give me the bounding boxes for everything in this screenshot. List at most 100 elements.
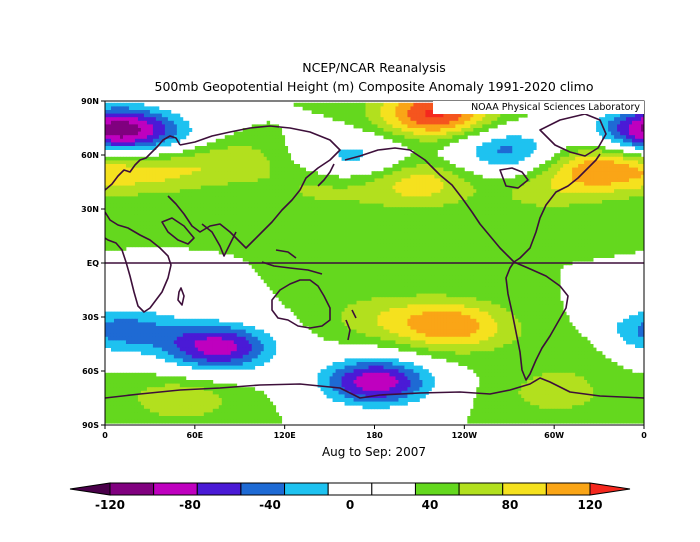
anomaly-cell bbox=[236, 221, 241, 226]
anomaly-cell bbox=[116, 214, 121, 219]
anomaly-cell bbox=[386, 228, 390, 233]
anomaly-cell bbox=[437, 113, 441, 118]
anomaly-cell bbox=[254, 200, 259, 204]
anomaly-cell bbox=[506, 185, 510, 190]
anomaly-cell bbox=[398, 110, 402, 114]
anomaly-cell bbox=[197, 146, 202, 150]
anomaly-cell bbox=[290, 174, 295, 179]
anomaly-cell bbox=[254, 160, 259, 165]
anomaly-cell bbox=[323, 214, 327, 219]
anomaly-cell bbox=[239, 214, 244, 219]
anomaly-cell bbox=[500, 113, 504, 118]
anomaly-cell bbox=[464, 124, 468, 129]
anomaly-cell bbox=[542, 185, 546, 190]
anomaly-cell bbox=[245, 135, 250, 140]
anomaly-cell bbox=[119, 185, 124, 190]
anomaly-cell bbox=[251, 214, 256, 219]
anomaly-cell bbox=[302, 200, 307, 204]
anomaly-cell bbox=[518, 156, 522, 161]
anomaly-cell bbox=[347, 200, 351, 204]
anomaly-cell bbox=[260, 189, 265, 194]
anomaly-cell bbox=[227, 171, 232, 176]
anomaly-cell bbox=[428, 218, 432, 222]
anomaly-cell bbox=[389, 124, 393, 129]
anomaly-cell bbox=[119, 178, 124, 183]
anomaly-cell bbox=[410, 142, 414, 147]
anomaly-cell bbox=[605, 218, 609, 222]
anomaly-cell bbox=[407, 131, 411, 136]
anomaly-cell bbox=[239, 207, 244, 212]
anomaly-cell bbox=[188, 128, 193, 132]
anomaly-cell bbox=[422, 182, 426, 186]
anomaly-cell bbox=[131, 128, 136, 132]
anomaly-cell bbox=[377, 110, 381, 114]
anomaly-cell bbox=[119, 167, 124, 172]
anomaly-cell bbox=[131, 124, 136, 129]
anomaly-cell bbox=[482, 210, 486, 215]
anomaly-cell bbox=[203, 182, 208, 186]
anomaly-cell bbox=[491, 138, 495, 143]
anomaly-cell bbox=[248, 160, 253, 165]
anomaly-cell bbox=[239, 174, 244, 179]
anomaly-cell bbox=[626, 153, 630, 158]
anomaly-cell bbox=[146, 200, 151, 204]
anomaly-cell bbox=[257, 135, 262, 140]
anomaly-cell bbox=[629, 124, 633, 129]
anomaly-cell bbox=[164, 214, 169, 219]
anomaly-cell bbox=[344, 110, 348, 114]
anomaly-cell bbox=[140, 178, 145, 183]
anomaly-cell bbox=[203, 146, 208, 150]
anomaly-cell bbox=[155, 228, 160, 233]
anomaly-cell bbox=[242, 225, 247, 230]
anomaly-cell bbox=[620, 185, 624, 190]
anomaly-cell bbox=[602, 153, 606, 158]
anomaly-cell bbox=[215, 153, 220, 158]
anomaly-cell bbox=[245, 207, 250, 212]
anomaly-cell bbox=[113, 196, 118, 201]
anomaly-cell bbox=[404, 164, 408, 168]
anomaly-cell bbox=[281, 135, 286, 140]
anomaly-cell bbox=[377, 120, 381, 125]
anomaly-cell bbox=[266, 214, 271, 219]
anomaly-cell bbox=[530, 138, 534, 143]
anomaly-cell bbox=[410, 153, 414, 158]
anomaly-cell bbox=[404, 225, 408, 230]
anomaly-cell bbox=[350, 153, 354, 158]
anomaly-cell bbox=[560, 156, 564, 161]
anomaly-cell bbox=[212, 210, 217, 215]
anomaly-cell bbox=[488, 225, 492, 230]
anomaly-cell bbox=[518, 218, 522, 222]
anomaly-cell bbox=[105, 200, 109, 204]
anomaly-cell bbox=[566, 207, 570, 212]
anomaly-cell bbox=[401, 160, 405, 165]
anomaly-cell bbox=[125, 146, 130, 150]
anomaly-cell bbox=[569, 174, 573, 179]
anomaly-cell bbox=[575, 167, 579, 172]
anomaly-cell bbox=[158, 135, 163, 140]
anomaly-cell bbox=[260, 218, 265, 222]
anomaly-cell bbox=[119, 218, 124, 222]
anomaly-cell bbox=[278, 221, 283, 226]
anomaly-cell bbox=[227, 200, 232, 204]
anomaly-cell bbox=[323, 174, 327, 179]
anomaly-cell bbox=[482, 153, 486, 158]
anomaly-cell bbox=[575, 146, 579, 150]
anomaly-cell bbox=[203, 196, 208, 201]
anomaly-cell bbox=[167, 178, 172, 183]
anomaly-cell bbox=[254, 164, 259, 168]
anomaly-cell bbox=[596, 124, 600, 129]
anomaly-cell bbox=[632, 124, 636, 129]
anomaly-cell bbox=[182, 160, 187, 165]
anomaly-cell bbox=[212, 149, 217, 154]
anomaly-cell bbox=[179, 182, 184, 186]
anomaly-cell bbox=[212, 156, 217, 161]
anomaly-cell bbox=[362, 174, 366, 179]
anomaly-cell bbox=[131, 214, 136, 219]
anomaly-cell bbox=[311, 185, 316, 190]
anomaly-cell bbox=[431, 203, 435, 208]
anomaly-cell bbox=[257, 196, 262, 201]
anomaly-cell bbox=[449, 113, 453, 118]
anomaly-cell bbox=[548, 178, 552, 183]
anomaly-cell bbox=[134, 200, 139, 204]
anomaly-cell bbox=[155, 120, 160, 125]
